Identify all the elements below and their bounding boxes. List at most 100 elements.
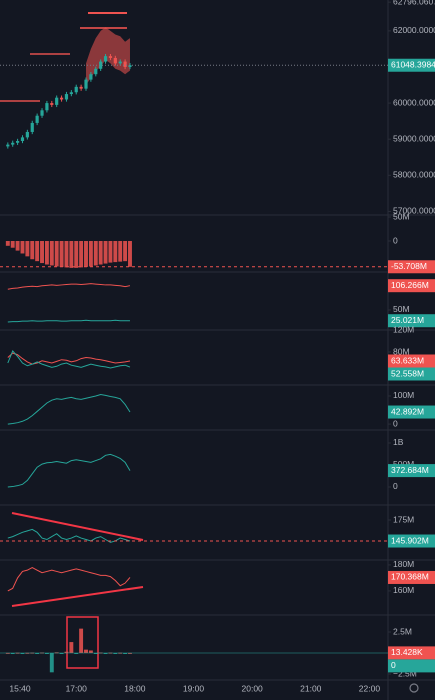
y-tick-label: 0 [393, 481, 398, 491]
candle-body [35, 115, 39, 123]
price-label: 42.892M [391, 406, 424, 416]
candle-body [69, 92, 73, 95]
y-tick-label: −2.5M [393, 668, 417, 678]
candle-body [11, 142, 15, 145]
bar [20, 653, 25, 655]
x-tick-label: 21:00 [300, 683, 322, 693]
line [7, 352, 131, 365]
bar [98, 241, 103, 265]
y-tick-label: 50M [393, 211, 410, 221]
price-label-box [388, 405, 435, 419]
trend-line [11, 512, 144, 541]
price-label: 61048.39844 [391, 59, 435, 69]
y-tick-label: 60000.00000 [393, 97, 435, 107]
line [7, 394, 131, 425]
bar [49, 241, 54, 266]
bar [40, 241, 44, 264]
bar [84, 649, 88, 654]
price-label-box [388, 367, 435, 381]
x-tick-label: 20:00 [242, 683, 264, 693]
bar [93, 241, 98, 266]
x-tick-label: 17:00 [66, 683, 88, 693]
bar [74, 241, 79, 268]
y-tick-label: 58000.00000 [393, 170, 435, 180]
candle-body [94, 68, 98, 75]
line [7, 319, 130, 323]
y-tick-label: 0 [393, 235, 398, 245]
y-tick-label: 50M [393, 304, 410, 314]
pane: 57000.00000 58000.00000 59000.00000 60000.0… [0, 0, 435, 216]
price-label: 52.558M [391, 368, 424, 378]
bar [69, 642, 74, 654]
candle-body [25, 131, 29, 138]
bar [15, 241, 20, 251]
y-tick-label: 62000.00000 [393, 25, 435, 35]
candle-body [6, 144, 10, 147]
bar [79, 241, 84, 268]
bar [123, 241, 128, 262]
trend-line [11, 586, 144, 607]
price-label-box [388, 58, 435, 72]
candle-body [128, 65, 132, 67]
candle-body [118, 61, 122, 64]
x-tick-label: 19:00 [183, 683, 205, 693]
line [7, 283, 131, 290]
x-tick-label: 18:00 [124, 683, 146, 693]
pane: 120M 80M [7, 324, 414, 369]
bar [93, 653, 98, 655]
candle-body [74, 86, 78, 93]
price-label-box [388, 354, 435, 368]
y-tick-label: 0 [393, 418, 398, 428]
price-label: 25.021M [391, 315, 424, 325]
y-tick-label: 120M [393, 324, 414, 334]
candle-body [99, 61, 103, 69]
y-tick-label: 100M [393, 390, 414, 400]
candle-body [20, 137, 25, 141]
y-tick-label: 1B [393, 437, 404, 447]
candle-body [89, 74, 93, 80]
candle-body [103, 56, 108, 62]
bar [59, 653, 64, 655]
line [7, 528, 131, 543]
x-tick-label: 22:00 [359, 683, 381, 693]
bar [103, 241, 108, 264]
settings-icon[interactable] [409, 683, 419, 693]
bar [123, 653, 128, 655]
y-tick-label: 2.5M [393, 626, 412, 636]
bar [64, 241, 69, 268]
bar [64, 651, 69, 654]
pane: 50M 0 [0, 211, 410, 268]
candle-body [123, 61, 127, 67]
bar [108, 241, 113, 263]
candle-body [113, 57, 117, 64]
bar [5, 652, 10, 654]
order-levels [0, 12, 127, 102]
price-label: 372.684M [391, 465, 429, 475]
price-label-box [388, 570, 435, 584]
candle-body [108, 56, 113, 58]
bar [118, 241, 123, 262]
price-label-box [388, 314, 435, 328]
bar [88, 650, 93, 654]
candle-body [15, 140, 20, 143]
bar [10, 241, 15, 248]
bar [88, 241, 93, 267]
bar [74, 653, 79, 655]
price-label: 13.428K [391, 647, 423, 657]
bar [54, 241, 59, 267]
bar [49, 653, 54, 673]
bar [84, 241, 88, 267]
candle-body [50, 103, 54, 105]
bar [20, 241, 25, 254]
bar [30, 241, 35, 260]
bar [35, 653, 40, 655]
candle-body [59, 97, 64, 100]
price-label-box [388, 659, 435, 673]
price-label: 145.902M [391, 535, 429, 545]
line [7, 566, 131, 592]
y-tick-label: 175M [393, 514, 414, 524]
price-label-box [388, 279, 435, 293]
line [7, 453, 131, 488]
